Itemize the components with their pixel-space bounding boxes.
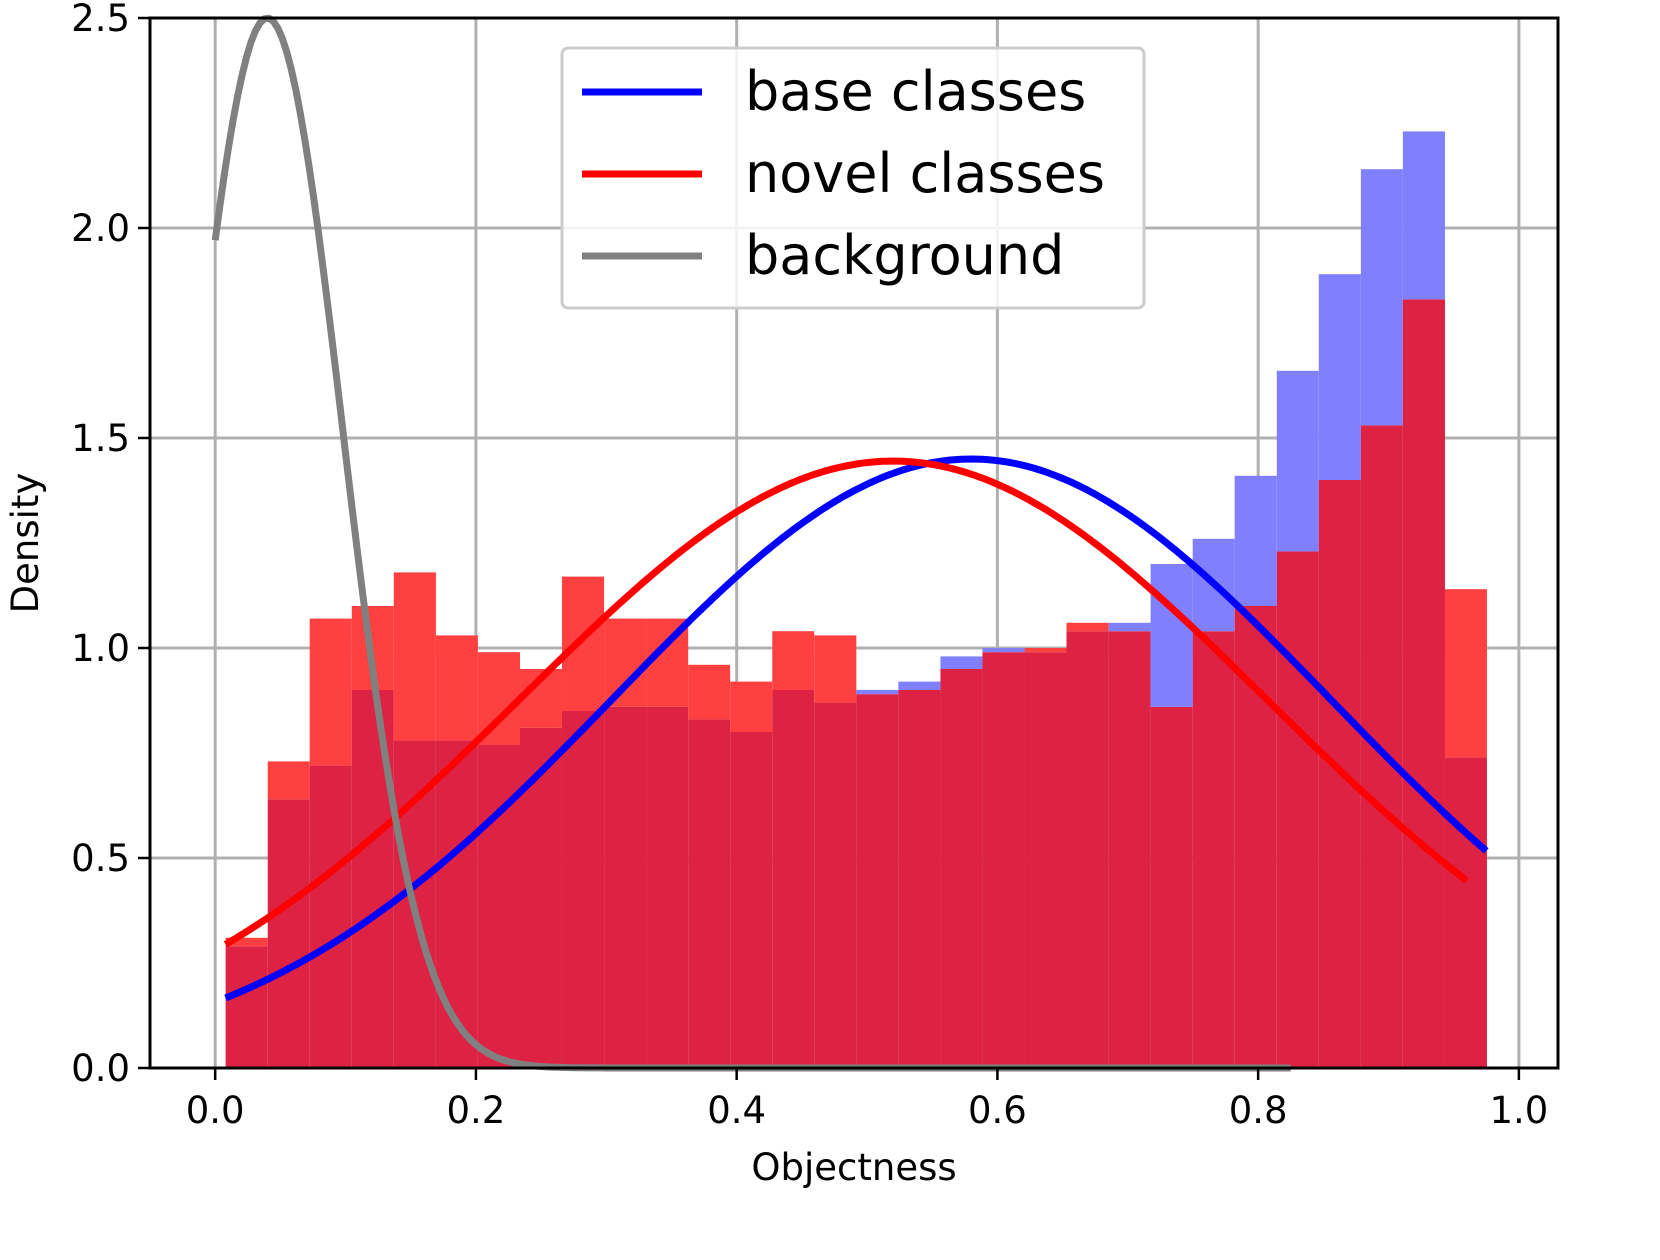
y-tick-label: 2.0 (71, 207, 130, 250)
histogram-bar-overlap (898, 690, 941, 1068)
histogram-bar-overlap (1444, 757, 1487, 1068)
histogram-bar-overlap (730, 732, 773, 1068)
histogram-bar-novel (435, 635, 478, 741)
histogram-bar-overlap (561, 711, 605, 1068)
y-tick-label: 0.0 (71, 1047, 130, 1090)
histogram-bar-base (1318, 274, 1361, 480)
histogram-bar-overlap (519, 727, 562, 1068)
histogram-bar-novel (267, 761, 310, 800)
histogram-bar-overlap (1108, 631, 1151, 1068)
histogram-bar-overlap (982, 652, 1025, 1068)
histogram-bar-overlap (940, 669, 983, 1068)
histogram-bar-novel (730, 681, 773, 732)
y-tick-label: 1.5 (71, 417, 130, 460)
y-tick-label: 1.0 (71, 627, 130, 670)
histogram-bar-overlap (604, 706, 647, 1068)
legend-label: base classes (745, 60, 1086, 123)
histogram-bar-base (1402, 131, 1445, 300)
histogram-bar-novel (1024, 648, 1067, 653)
novel-classes-curve (223, 457, 1469, 948)
x-tick-label: 0.2 (447, 1089, 506, 1132)
y-tick-label: 2.5 (71, 0, 130, 40)
histogram-bar-overlap (267, 799, 310, 1068)
histogram-bar-base (1360, 169, 1403, 426)
y-axis-ticks: 0.0 0.5 1.0 1.5 2.0 2.5 (71, 0, 150, 1090)
x-tick-label: 1.0 (1489, 1089, 1548, 1132)
base-classes-curve (224, 455, 1489, 1002)
legend-box (560, 46, 1146, 310)
histogram-bar-overlap (1234, 606, 1277, 1068)
histogram-bar-overlap (814, 702, 857, 1068)
legend-item-novel-classes: novel classes (582, 142, 1105, 205)
histogram-bar-base (1150, 564, 1193, 707)
x-tick-label: 0.0 (186, 1089, 245, 1132)
plot-frame (148, 16, 1560, 1070)
histogram-bar-base (1276, 370, 1319, 552)
histogram-bar-overlap (646, 706, 689, 1068)
histogram-bar-base (856, 690, 899, 695)
histogram-bar-novel (814, 635, 857, 703)
histogram-bar-overlap (856, 694, 899, 1068)
x-axis-ticks: 0.0 0.2 0.4 0.6 0.8 1.0 (186, 1068, 1548, 1132)
histogram-bars (225, 131, 1487, 1068)
histogram-bar-overlap (688, 719, 731, 1068)
histogram-bar-novel (393, 572, 436, 741)
histogram-bar-novel (772, 631, 815, 690)
x-tick-label: 0.6 (968, 1089, 1027, 1132)
legend-item-background: background (582, 224, 1064, 287)
histogram-bar-overlap (1066, 631, 1109, 1068)
histogram-bar-overlap (1360, 425, 1403, 1068)
histogram-bar-base (1234, 475, 1277, 606)
legend-label: background (745, 224, 1064, 287)
histogram-bar-novel (688, 664, 731, 720)
histogram-bar-base (898, 681, 941, 690)
y-tick-label: 0.5 (71, 837, 130, 880)
x-tick-label: 0.8 (1229, 1089, 1288, 1132)
y-axis-label: Density (4, 473, 47, 614)
histogram-bar-base (940, 656, 983, 669)
histogram-bar-overlap (351, 690, 394, 1068)
histogram-bar-base (1108, 622, 1151, 632)
x-axis-label: Objectness (751, 1146, 956, 1189)
histogram-bar-overlap (435, 740, 478, 1068)
legend: base classes novel classes background (560, 46, 1146, 310)
histogram-bar-overlap (225, 946, 268, 1068)
histogram-bar-novel (225, 937, 268, 947)
histogram-bar-overlap (309, 765, 352, 1068)
x-tick-label: 0.4 (707, 1089, 766, 1132)
legend-item-base-classes: base classes (582, 60, 1086, 123)
histogram-bar-overlap (477, 744, 520, 1068)
histogram-bar-overlap (1402, 299, 1445, 1068)
histogram-bar-overlap (772, 690, 815, 1068)
histogram-bar-overlap (1150, 706, 1193, 1068)
legend-label: novel classes (745, 142, 1105, 205)
histogram-bar-novel (604, 618, 647, 707)
histogram-bar-overlap (1024, 652, 1067, 1068)
histogram-bar-overlap (1192, 631, 1235, 1068)
histogram-bar-novel (1066, 622, 1109, 632)
histogram-bar-novel (561, 576, 605, 711)
histogram-bar-base (982, 648, 1025, 653)
histogram-bar-overlap (1276, 551, 1319, 1068)
histogram-bar-novel (1444, 589, 1487, 758)
histogram-bar-novel (309, 618, 352, 766)
